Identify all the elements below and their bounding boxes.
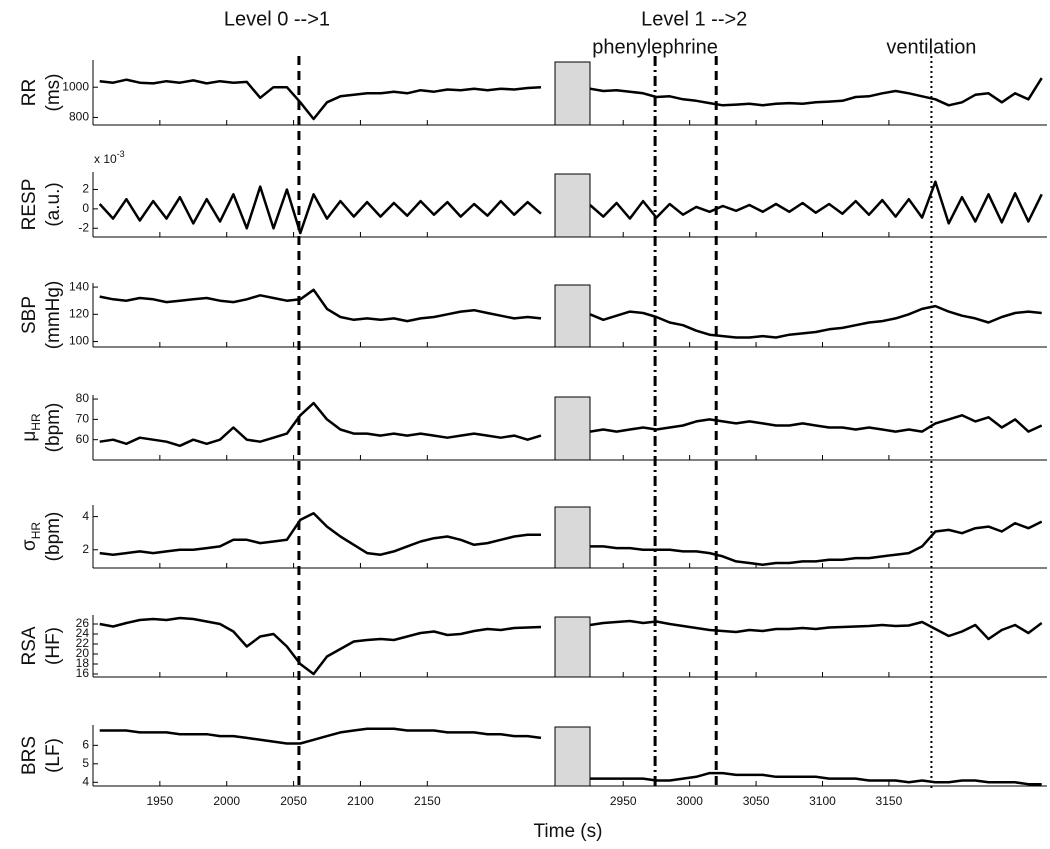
y-axis-label-sub: HR (29, 522, 43, 540)
event-label: ventilation (886, 36, 976, 58)
x-tick-label: 1950 (147, 794, 174, 808)
signal-line (98, 185, 542, 235)
y-tick-label: 80 (76, 391, 90, 405)
signal-line (99, 401, 542, 448)
x-tick-label: 3000 (676, 794, 703, 808)
signal-line (99, 288, 542, 323)
y-axis-unit: (bpm) (43, 512, 64, 562)
multiplier-exp: -3 (117, 149, 125, 159)
y-tick-label: 2 (82, 182, 89, 196)
y-tick-label: 60 (76, 432, 90, 446)
y-tick-label: 140 (69, 279, 89, 293)
y-axis-label: BRS (19, 736, 40, 775)
signal-line (589, 77, 1043, 107)
y-tick-label: 800 (69, 110, 89, 124)
y-tick-label: 120 (69, 306, 89, 320)
y-tick-label: 6 (82, 738, 89, 752)
y-tick-label: 16 (76, 666, 90, 680)
axis-break (554, 396, 591, 461)
y-axis-label-name: RESP (19, 179, 40, 231)
y-axis-label: RR (19, 79, 40, 106)
signal-line (589, 414, 1043, 433)
axis-break (554, 726, 591, 787)
signal-line (99, 512, 541, 556)
event-label: phenylephrine (592, 36, 718, 58)
x-tick-label: 2100 (347, 794, 374, 808)
y-axis-label-name: RR (19, 79, 40, 106)
y-axis-label-name: SBP (19, 296, 40, 334)
y-tick-label: 70 (76, 412, 90, 426)
x-tick-label: 3050 (743, 794, 770, 808)
y-tick-label: 0 (82, 201, 89, 215)
y-axis-unit: (bpm) (43, 403, 64, 453)
signal-line (99, 616, 542, 676)
y-tick-label: 1000 (62, 79, 89, 93)
signal-line (589, 180, 1043, 225)
y-tick-label: 5 (82, 756, 89, 770)
y-tick-label: 18 (76, 656, 90, 670)
y-tick-label: 2 (82, 542, 89, 556)
multiplier-base: x 10 (94, 152, 117, 166)
x-tick-label: 2950 (610, 794, 637, 808)
signal-line (590, 520, 1043, 566)
x-tick-label: 2000 (213, 794, 240, 808)
axis-break (554, 616, 591, 678)
x-axis-label: Time (s) (534, 821, 603, 842)
axis-multiplier: x 10-3 (94, 149, 125, 166)
x-tick-label: 3100 (809, 794, 836, 808)
y-axis-label-sub: HR (29, 413, 43, 431)
y-axis-label-name: σ (19, 539, 40, 551)
y-tick-label: 20 (76, 646, 90, 660)
y-axis-unit: (a.u.) (43, 182, 64, 226)
y-axis-label: RESP (19, 179, 40, 231)
x-tick-label: 3150 (876, 794, 903, 808)
y-axis-label: RSA (19, 626, 40, 665)
axis-break (554, 284, 591, 348)
y-axis-label: μHR (19, 413, 43, 442)
signal-line (99, 727, 542, 745)
y-tick-label: 4 (82, 509, 89, 523)
y-tick-label: 26 (76, 616, 90, 630)
y-axis-label-name: μ (19, 431, 40, 442)
event-label: Level 1 -->2 (641, 8, 747, 30)
axis-break (554, 506, 591, 569)
y-axis-label: SBP (19, 296, 40, 334)
y-tick-label: 22 (76, 636, 90, 650)
y-tick-label: -2 (78, 220, 89, 234)
signal-line (589, 619, 1043, 641)
y-axis-unit: (ms) (43, 74, 64, 112)
y-tick-label: 4 (82, 774, 89, 788)
y-axis-unit: (LF) (43, 738, 64, 773)
signal-line (99, 78, 542, 121)
y-axis-label-name: BRS (19, 736, 40, 775)
signal-line (590, 771, 1042, 786)
event-label: Level 0 -->1 (224, 8, 330, 30)
signal-line (589, 304, 1042, 339)
y-tick-label: 24 (76, 626, 90, 640)
y-axis-unit: (HF) (43, 627, 64, 665)
axis-break (554, 61, 591, 126)
y-tick-label: 100 (69, 334, 89, 348)
x-tick-label: 2150 (414, 794, 441, 808)
axis-break (554, 173, 591, 238)
y-axis-unit: (mmHg) (43, 281, 64, 350)
x-tick-label: 2050 (280, 794, 307, 808)
y-axis-label: σHR (19, 522, 43, 551)
y-axis-label-name: RSA (19, 626, 40, 665)
